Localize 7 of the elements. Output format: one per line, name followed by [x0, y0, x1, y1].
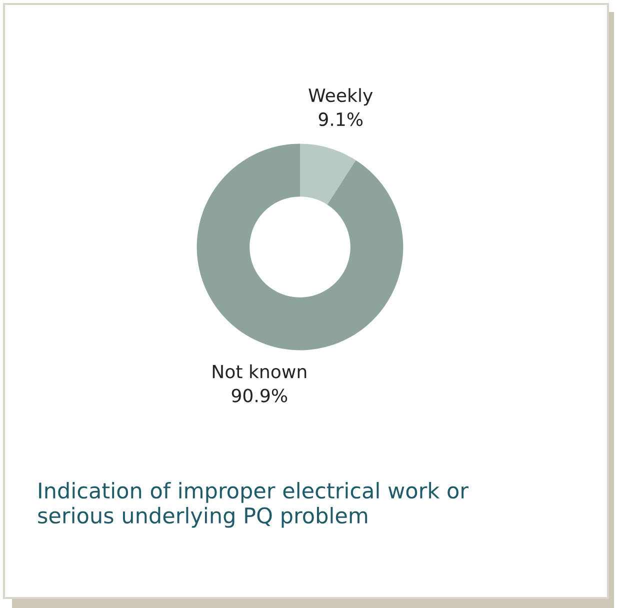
slice-label: Weekly: [308, 88, 373, 106]
text: Indication of improper electrical work or serious underlying PQ problem: [38, 482, 468, 528]
data-label: 90.9%: [232, 388, 288, 402]
donut-slice: [196, 144, 404, 350]
data-label: 9.1%: [318, 112, 363, 126]
donut-slice: [300, 144, 356, 205]
slice-label: Not known: [212, 364, 306, 378]
